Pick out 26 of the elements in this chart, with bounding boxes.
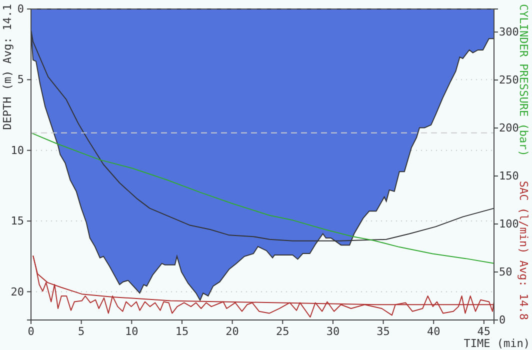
x-tick-label: 45 (477, 324, 491, 338)
y2-tick-label: 0 (499, 314, 506, 327)
y-tick-label: 15 (10, 214, 24, 228)
y2-tick-label: 250 (499, 74, 519, 87)
x-tick-label: 20 (226, 324, 239, 338)
x-tick-label: 30 (326, 324, 340, 338)
y-axis-title: DEPTH (m) Avg: 14.1 (1, 4, 14, 130)
y2-tick-label: 300 (499, 26, 519, 39)
x-tick-label: 0 (28, 324, 34, 338)
x-tick-label: 40 (426, 324, 440, 338)
y2-axis-title: CYLINDER PRESSURE (bar) (517, 4, 530, 156)
x-tick-label: 10 (125, 324, 138, 338)
y2-tick-label: 100 (499, 218, 519, 231)
y-tick-label: 10 (10, 144, 24, 157)
x-tick-label: 25 (276, 324, 290, 338)
text: SAC (l/min) Avg: 14.8 (517, 180, 530, 320)
y2-tick-label: 200 (499, 122, 519, 135)
x-tick-label: 5 (78, 324, 85, 338)
y2-tick-label: 150 (499, 170, 519, 183)
y-tick-label: 5 (17, 73, 24, 86)
x-tick-label: 35 (376, 324, 390, 338)
x-tick-label: 15 (175, 324, 189, 338)
y-tick-label: 0 (17, 2, 24, 16)
y2-tick-label: 50 (499, 266, 512, 279)
y-tick-label: 20 (10, 285, 24, 298)
x-axis-title: TIME (min) (464, 337, 530, 350)
